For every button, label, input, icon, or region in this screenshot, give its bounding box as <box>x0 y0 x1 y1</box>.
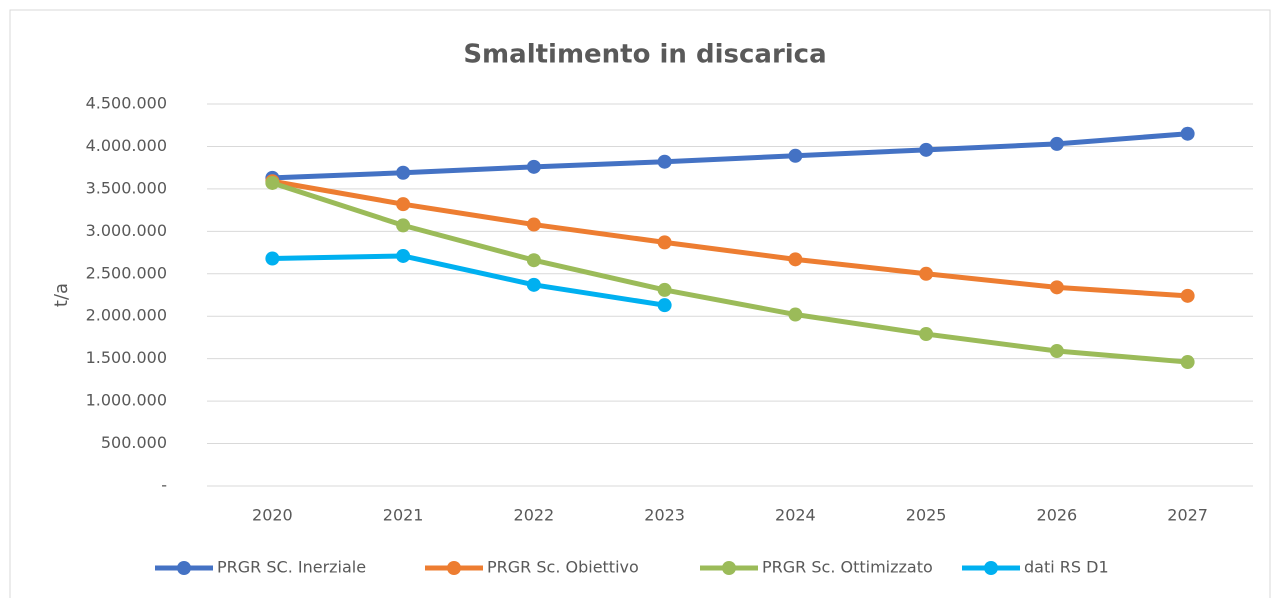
x-tick-label: 2020 <box>252 506 293 525</box>
data-point <box>396 218 411 233</box>
data-point <box>788 307 803 322</box>
data-point <box>396 165 411 180</box>
legend-marker <box>984 561 998 575</box>
y-tick-label: 4.000.000 <box>86 136 167 155</box>
legend-marker <box>447 561 461 575</box>
x-tick-label: 2022 <box>514 506 555 525</box>
legend-marker <box>177 561 191 575</box>
data-point <box>1049 344 1064 359</box>
data-point <box>526 277 541 292</box>
chart-border <box>9 9 1271 598</box>
legend-label: PRGR SC. Inerziale <box>217 558 366 577</box>
series-line <box>269 180 1191 365</box>
y-tick-label: 3.500.000 <box>86 178 167 197</box>
y-tick-label: 3.000.000 <box>86 221 167 240</box>
y-tick-label: 1.000.000 <box>86 391 167 410</box>
series-line <box>269 253 668 308</box>
data-point <box>1180 288 1195 303</box>
data-point <box>919 327 934 342</box>
data-point <box>657 298 672 313</box>
data-point <box>657 282 672 297</box>
y-tick-label: 2.500.000 <box>86 263 167 282</box>
data-point <box>526 253 541 268</box>
y-tick-label: 4.500.000 <box>86 94 167 113</box>
data-point <box>396 248 411 263</box>
y-tick-label: 1.500.000 <box>86 348 167 367</box>
legend-label: PRGR Sc. Obiettivo <box>487 558 639 577</box>
x-tick-label: 2026 <box>1037 506 1078 525</box>
legend-marker <box>722 561 736 575</box>
y-tick-label: 500.000 <box>101 433 167 452</box>
y-axis-title: t/a <box>51 283 72 307</box>
x-tick-label: 2023 <box>644 506 685 525</box>
x-tick-label: 2024 <box>775 506 816 525</box>
data-point <box>788 148 803 163</box>
data-point <box>788 252 803 267</box>
data-point <box>1180 355 1195 370</box>
data-point <box>657 235 672 250</box>
chart-title: Smaltimento in discarica <box>463 40 826 70</box>
series-line <box>269 178 1191 299</box>
y-tick-label: - <box>161 476 167 495</box>
data-point <box>919 266 934 281</box>
x-tick-label: 2025 <box>906 506 947 525</box>
data-point <box>526 217 541 232</box>
legend-label: dati RS D1 <box>1024 558 1109 577</box>
data-point <box>526 159 541 174</box>
series-line <box>269 131 1191 181</box>
data-point <box>265 175 280 190</box>
data-point <box>1049 136 1064 151</box>
data-point <box>657 154 672 169</box>
data-point <box>265 251 280 266</box>
x-tick-label: 2021 <box>383 506 424 525</box>
data-point <box>1049 280 1064 295</box>
data-point <box>396 197 411 212</box>
y-tick-label: 2.000.000 <box>86 306 167 325</box>
legend-label: PRGR Sc. Ottimizzato <box>762 558 933 577</box>
x-tick-label: 2027 <box>1167 506 1208 525</box>
data-point <box>919 142 934 157</box>
data-point <box>1180 126 1195 141</box>
